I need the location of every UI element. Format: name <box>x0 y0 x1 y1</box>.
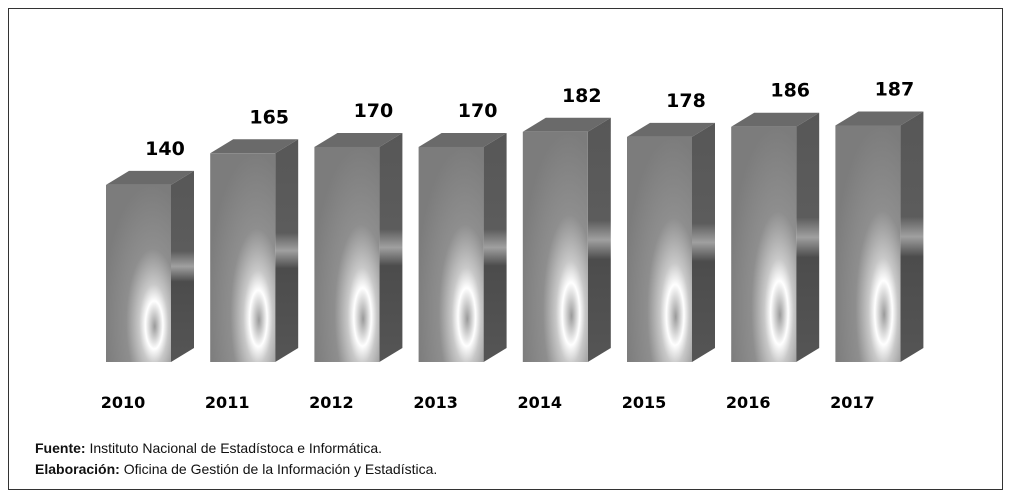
bar-side <box>275 139 299 362</box>
bar-top <box>418 132 507 147</box>
bar-side <box>483 132 507 362</box>
note-1: Fuente: Instituto Nacional de Estadístoc… <box>35 440 382 456</box>
bar-side <box>692 122 715 362</box>
bar-top <box>106 170 194 185</box>
x-tick-label: 2013 <box>413 393 458 412</box>
value-label: 170 <box>458 100 498 122</box>
value-label: 182 <box>562 85 602 107</box>
x-tick-label: 2011 <box>205 393 250 412</box>
bar <box>418 146 484 362</box>
x-tick-label: 2015 <box>622 393 667 412</box>
value-label: 140 <box>145 138 185 160</box>
note-2: Elaboración: Oficina de Gestión de la In… <box>35 461 437 477</box>
bar-top <box>835 111 924 126</box>
bar-top <box>731 112 820 127</box>
note-label: Fuente: <box>35 440 86 456</box>
bar <box>106 184 171 362</box>
bar-side <box>171 170 194 362</box>
bar-side <box>796 112 820 363</box>
bar-top <box>627 122 715 137</box>
bar <box>627 136 692 362</box>
bar <box>210 153 276 362</box>
bar <box>522 131 588 362</box>
value-label: 165 <box>249 106 289 128</box>
bar-top <box>522 117 611 132</box>
bar <box>314 146 380 362</box>
bar-side <box>900 111 924 362</box>
note-text: Instituto Nacional de Estadístoca e Info… <box>89 440 382 456</box>
bar <box>731 126 797 363</box>
bar-top <box>210 139 299 154</box>
bar-top <box>314 132 403 147</box>
value-label: 187 <box>875 78 915 100</box>
x-tick-label: 2016 <box>726 393 771 412</box>
value-label: 170 <box>354 100 394 122</box>
value-label: 186 <box>770 80 810 102</box>
bar <box>835 125 901 362</box>
bar-side <box>587 117 611 363</box>
bar-side <box>379 132 403 362</box>
value-label: 178 <box>666 90 706 112</box>
note-text: Oficina de Gestión de la Información y E… <box>124 461 438 477</box>
x-tick-label: 2010 <box>101 393 146 412</box>
note-label: Elaboración: <box>35 461 120 477</box>
x-tick-label: 2014 <box>518 393 563 412</box>
x-tick-label: 2017 <box>830 393 875 412</box>
x-tick-label: 2012 <box>309 393 354 412</box>
